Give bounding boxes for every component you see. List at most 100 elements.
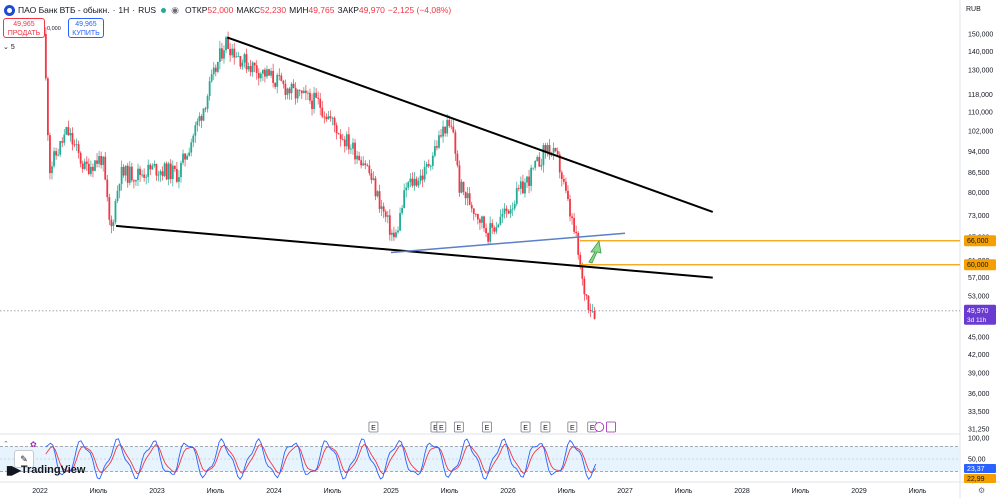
earnings-event-marker[interactable] (453, 421, 464, 433)
timezone-settings-icon[interactable]: ⚙ (978, 486, 986, 495)
candle-body (266, 69, 268, 77)
earnings-event-label: E (543, 425, 548, 432)
oscillator-tick-label: 50,00 (968, 457, 986, 464)
candle-body (294, 87, 297, 99)
pencil-icon[interactable]: ✎ (14, 450, 34, 468)
candle-body (362, 163, 365, 166)
dividend-event-marker[interactable] (594, 422, 605, 432)
candle-body (452, 126, 455, 133)
currency-label[interactable]: RUB (966, 6, 981, 13)
candle-body (311, 100, 313, 109)
candle-body (290, 83, 293, 94)
candle-body (67, 127, 70, 136)
time-tick-label: 2027 (617, 488, 633, 495)
oscillator-settings-icon[interactable]: ✿ (30, 440, 37, 449)
candle-body (448, 119, 451, 126)
trendline-lower[interactable] (115, 224, 713, 279)
arrow-drawing[interactable] (588, 239, 602, 264)
earnings-event-marker[interactable] (436, 421, 447, 433)
candle-body (511, 208, 514, 210)
candle-body (130, 166, 133, 181)
candle-body (110, 219, 113, 227)
buy-button[interactable]: 49,965 КУПИТЬ (68, 18, 104, 38)
candle-body (372, 178, 375, 180)
change-value: −2,125 (−4,08%) (387, 5, 452, 15)
level-price-label: 60,000 (967, 262, 989, 269)
candle-body (562, 178, 565, 182)
candle-body (309, 92, 311, 101)
earnings-event-label: E (590, 425, 595, 432)
current-price-label: 49,970 (967, 308, 989, 315)
candle-body (87, 163, 90, 175)
interval-separator: · (112, 5, 116, 15)
candle-body (497, 224, 500, 228)
candle-body (515, 188, 518, 204)
candle-body (112, 222, 115, 227)
candle-body (259, 73, 262, 79)
candle-body (264, 69, 266, 77)
candle-body (493, 227, 496, 232)
candle-body (159, 171, 162, 175)
candle-body (135, 180, 137, 182)
candle-body (538, 156, 541, 167)
earnings-event-marker[interactable] (368, 421, 379, 433)
candle-body (89, 166, 92, 175)
candle-body (366, 164, 369, 166)
symbol-name[interactable]: ПАО Банк ВТБ - обыкн. (18, 5, 110, 15)
candle-body (345, 134, 348, 147)
candle-body (173, 165, 176, 169)
candle-body (94, 160, 96, 171)
candle-body (124, 165, 127, 176)
candle-body (444, 126, 447, 134)
candle-body (411, 178, 414, 186)
eye-icon[interactable]: ◉ (171, 4, 179, 15)
earnings-event-marker[interactable] (520, 421, 531, 433)
future-earnings-marker[interactable] (606, 421, 616, 433)
candle-body (122, 166, 125, 176)
candle-body (593, 310, 596, 319)
buy-label: КУПИТЬ (72, 30, 100, 37)
trendline-upper[interactable] (226, 36, 714, 213)
candle-body (73, 144, 76, 146)
candle-body (180, 162, 182, 178)
candle-body (261, 69, 264, 74)
price-tick-label: 110,000 (968, 110, 993, 117)
open-label: ОТКР (184, 5, 208, 15)
earnings-event-marker[interactable] (540, 421, 551, 433)
candle-body (571, 216, 573, 219)
candle-body (552, 148, 555, 153)
candle-body (145, 176, 148, 178)
candle-body (286, 88, 289, 95)
price-tick-label: 102,000 (968, 129, 993, 136)
sell-button[interactable]: 49,965 ПРОДАТЬ (3, 18, 45, 38)
symbol-interval[interactable]: 1Н (118, 5, 130, 15)
earnings-event-marker[interactable] (482, 421, 492, 433)
price-tick-label: 42,000 (968, 352, 990, 359)
candle-body (171, 165, 174, 180)
candle-body (458, 165, 461, 193)
candle-body (427, 164, 430, 167)
exchange-separator: · (132, 5, 136, 15)
earnings-event-marker[interactable] (567, 421, 578, 433)
candle-body (560, 172, 563, 179)
stoch-d-badge (964, 474, 996, 483)
indicators-toggle[interactable]: ⌄ 5 (3, 43, 15, 51)
candle-body (513, 203, 516, 209)
candle-body (499, 216, 502, 225)
oscillator-collapse-icon[interactable]: ⌃ (3, 441, 9, 448)
stoch-d-line (45, 443, 597, 475)
candle-body (526, 176, 528, 183)
candle-body (282, 80, 285, 84)
stoch-k-line (45, 437, 597, 481)
candle-body (61, 141, 64, 143)
trendline-blue[interactable] (390, 232, 626, 254)
candle-body (558, 154, 561, 173)
candle-body (491, 223, 494, 228)
candle-body (329, 116, 332, 119)
candle-body (540, 165, 543, 167)
candle-body (75, 144, 78, 146)
candle-body (368, 165, 371, 174)
candle-body (429, 165, 432, 167)
candle-body (446, 119, 449, 134)
